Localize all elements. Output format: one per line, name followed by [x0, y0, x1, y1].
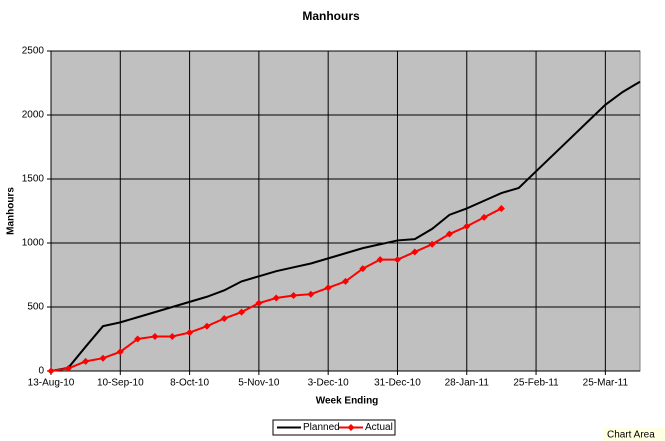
x-tick-label: 25-Feb-11	[513, 378, 559, 389]
legend-marker	[347, 424, 355, 431]
legend-label: Planned	[303, 422, 340, 433]
marker	[168, 332, 176, 340]
tooltip: Chart Area	[607, 430, 655, 441]
marker	[220, 315, 228, 323]
chart-title: Manhours	[302, 9, 360, 23]
marker	[376, 256, 384, 264]
x-axis-label: Week Ending	[316, 396, 379, 407]
y-tick-label: 500	[27, 302, 44, 313]
legend	[272, 419, 396, 436]
marker	[255, 299, 263, 307]
y-tick-label: 2500	[22, 46, 45, 57]
marker	[186, 329, 194, 337]
marker	[99, 354, 107, 362]
y-axis-label: Manhours	[6, 187, 17, 235]
tooltip-box	[604, 428, 665, 441]
marker	[445, 230, 453, 238]
marker	[116, 348, 124, 356]
marker	[238, 308, 246, 316]
marker	[428, 240, 436, 248]
marker	[324, 284, 332, 292]
marker	[134, 335, 142, 343]
marker	[411, 248, 419, 256]
marker	[342, 277, 349, 285]
marker	[47, 367, 55, 375]
marker	[497, 204, 505, 212]
series-line	[50, 80, 641, 372]
x-tick-label: 10-Sep-10	[97, 378, 144, 389]
marker	[151, 332, 159, 340]
y-tick-label: 1500	[22, 174, 45, 185]
y-tick-label: 2000	[22, 110, 45, 121]
x-tick-label: 28-Jan-11	[445, 378, 490, 389]
marker	[480, 213, 488, 221]
marker	[307, 290, 315, 298]
marker	[290, 291, 298, 299]
x-tick-label: 3-Dec-10	[308, 378, 350, 389]
marker	[64, 364, 72, 372]
marker	[359, 265, 367, 273]
x-tick-label: 5-Nov-10	[238, 378, 280, 389]
y-tick-label: 0	[38, 366, 44, 377]
legend-label: Actual	[365, 422, 393, 433]
marker	[272, 294, 280, 302]
marker	[82, 357, 90, 365]
x-tick-label: 8-Oct-10	[170, 378, 209, 389]
marker	[203, 322, 211, 330]
x-tick-label: 13-Aug-10	[28, 378, 75, 389]
marker	[463, 222, 471, 230]
plot-area	[50, 50, 641, 372]
marker	[393, 256, 401, 264]
y-tick-label: 1000	[22, 238, 45, 249]
x-tick-label: 25-Mar-11	[583, 378, 629, 389]
x-tick-label: 31-Dec-10	[374, 378, 421, 389]
